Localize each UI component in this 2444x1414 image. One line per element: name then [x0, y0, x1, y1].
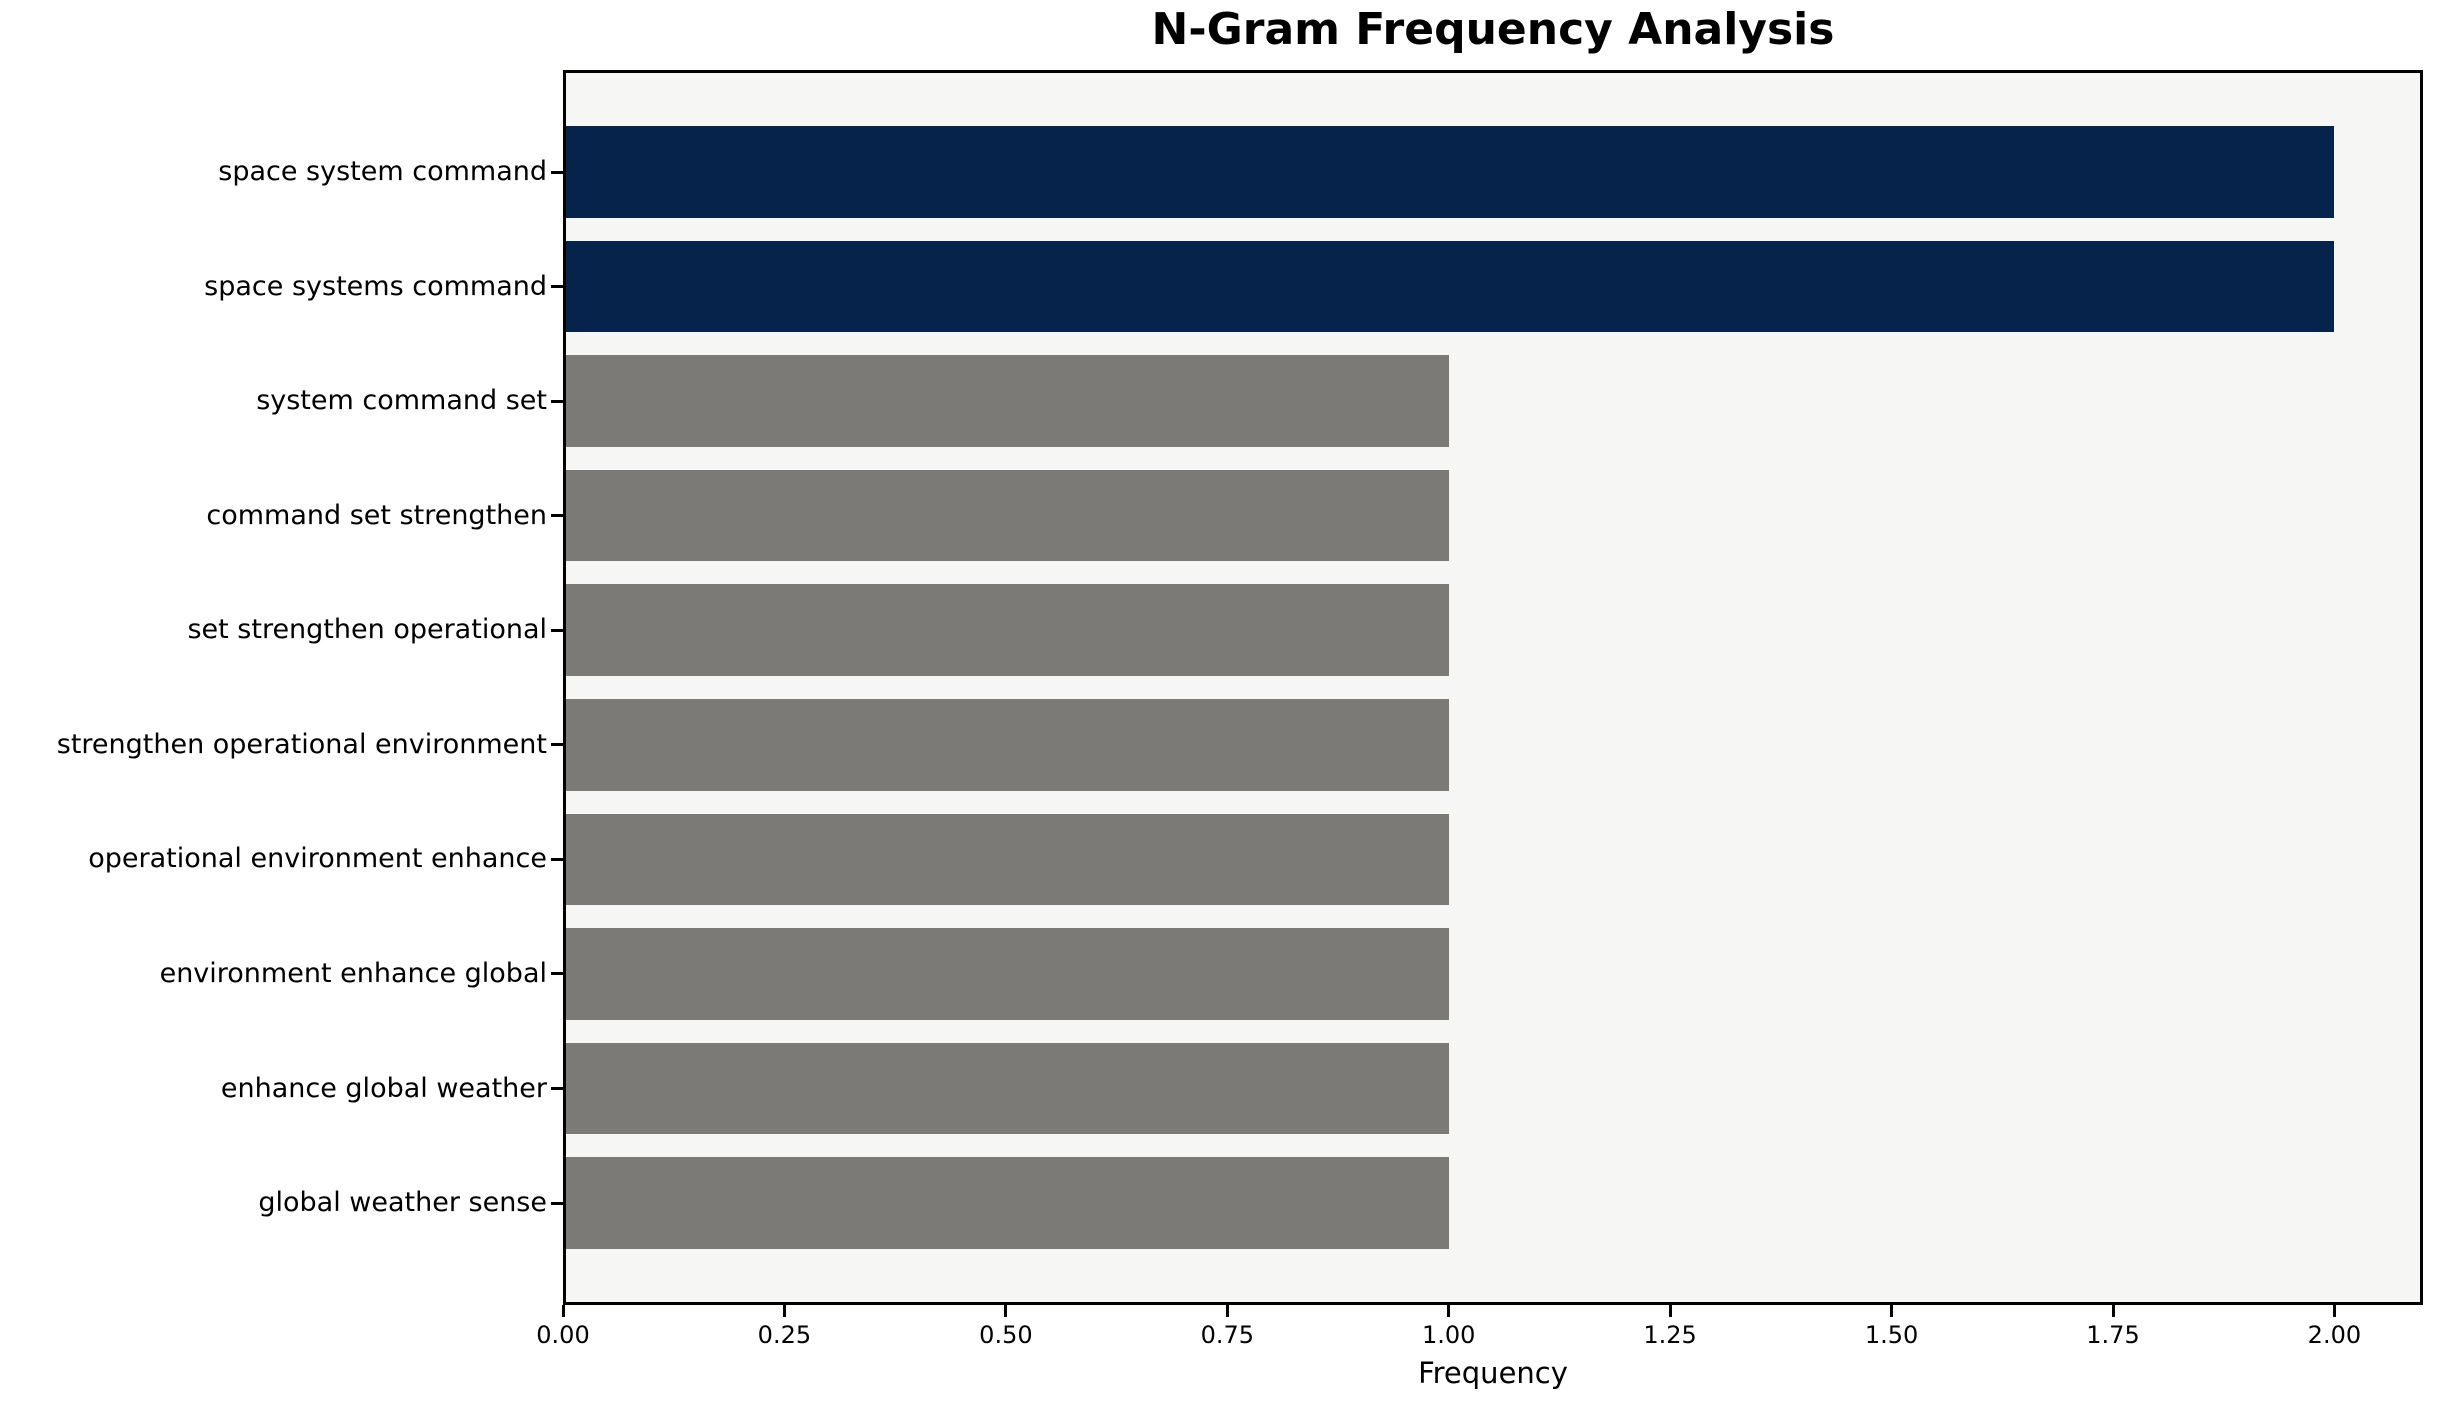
bar — [563, 699, 1449, 791]
y-tick-mark — [551, 285, 563, 288]
x-tick-label: 1.50 — [1864, 1321, 1919, 1349]
x-tick-mark — [1668, 1305, 1672, 1317]
plot-area — [563, 70, 2423, 1305]
bar — [563, 813, 1449, 906]
y-tick-mark — [551, 399, 563, 403]
y-tick-mark — [551, 514, 563, 518]
bar — [563, 584, 1449, 677]
y-tick-mark — [551, 1201, 563, 1205]
x-tick-mark — [1225, 1305, 1229, 1317]
x-tick-label: 0.50 — [979, 1321, 1033, 1349]
bar — [563, 928, 1449, 1020]
y-tick-mark — [551, 628, 563, 632]
x-tick-label: 0.00 — [536, 1321, 590, 1349]
x-tick-label: 0.25 — [757, 1321, 812, 1349]
bar — [563, 1042, 1449, 1135]
x-tick-mark — [1890, 1305, 1894, 1317]
x-tick-mark — [1004, 1305, 1008, 1317]
x-tick-mark — [2111, 1305, 2115, 1317]
bar — [563, 1157, 1449, 1249]
bar — [563, 240, 2335, 333]
y-tick-mark — [551, 857, 563, 861]
bar — [563, 126, 2335, 218]
y-tick-label: system command set — [256, 385, 547, 417]
x-tick-label: 1.75 — [2086, 1321, 2140, 1349]
y-tick-label: set strengthen operational — [187, 614, 547, 646]
bar — [563, 355, 1449, 447]
y-tick-label: strengthen operational environment — [56, 728, 547, 760]
y-tick-label: command set strengthen — [206, 499, 547, 531]
x-tick-mark — [561, 1305, 565, 1317]
y-tick-label: operational environment enhance — [88, 843, 547, 875]
y-tick-label: global weather sense — [258, 1187, 547, 1218]
y-tick-label: space system command — [218, 156, 547, 187]
y-tick-label: enhance global weather — [220, 1072, 547, 1104]
bar — [563, 469, 1449, 562]
chart-title: N-Gram Frequency Analysis — [1151, 4, 1835, 55]
x-tick-label: 1.00 — [1421, 1321, 1476, 1349]
x-tick-label: 0.75 — [1200, 1321, 1255, 1349]
x-tick-mark — [2332, 1305, 2336, 1317]
y-tick-mark — [551, 743, 563, 747]
x-axis-title: Frequency — [1418, 1356, 1568, 1390]
x-tick-label: 2.00 — [2307, 1321, 2362, 1349]
y-tick-mark — [551, 972, 563, 976]
y-tick-mark — [551, 1087, 563, 1090]
y-tick-mark — [551, 170, 563, 174]
x-tick-mark — [782, 1305, 786, 1317]
y-tick-label: space systems command — [204, 270, 547, 302]
y-tick-label: environment enhance global — [159, 957, 547, 989]
x-tick-mark — [1447, 1305, 1451, 1317]
x-tick-label: 1.25 — [1643, 1321, 1697, 1349]
